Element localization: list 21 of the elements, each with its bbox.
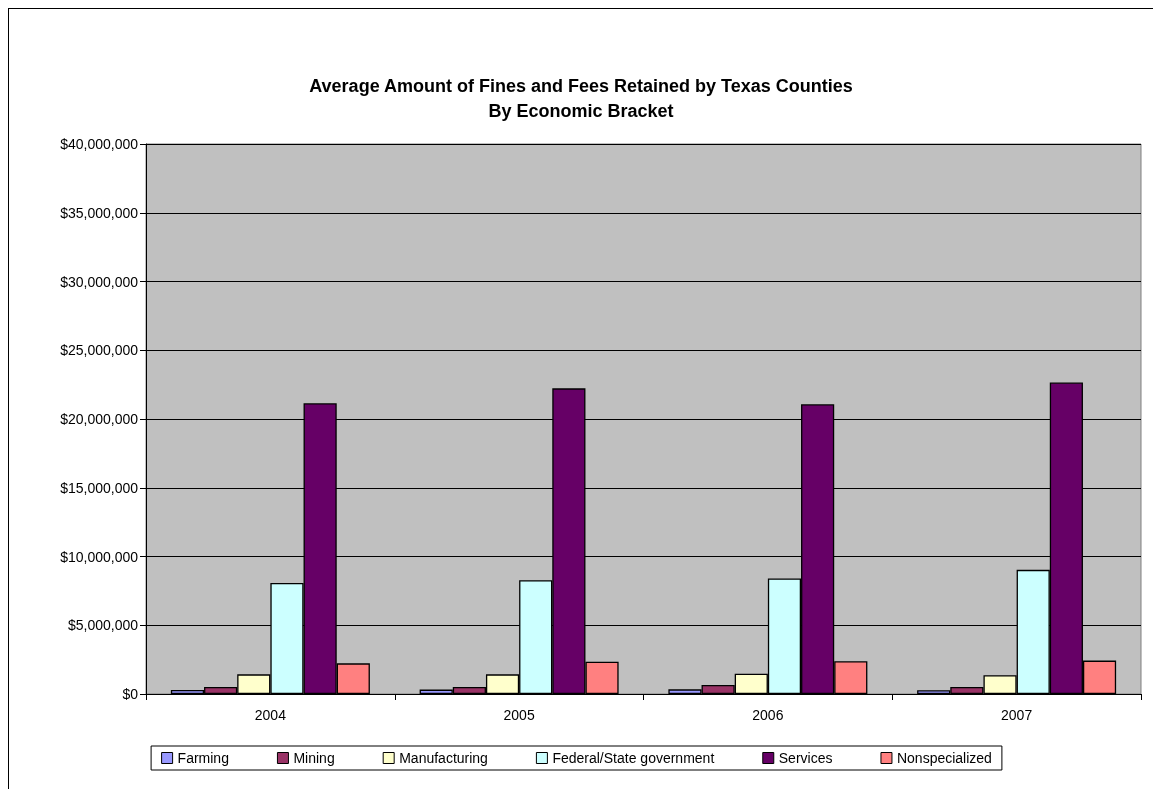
chart-subtitle: By Economic Bracket xyxy=(488,101,674,121)
y-tick-label: $25,000,000 xyxy=(60,342,139,359)
y-tick-label: $10,000,000 xyxy=(60,548,139,565)
y-tick-label: $30,000,000 xyxy=(60,273,139,290)
chart-title: Average Amount of Fines and Fees Retained by Texas Counties xyxy=(309,76,853,96)
legend-label: Federal/State government xyxy=(552,750,715,766)
legend-label: Mining xyxy=(293,750,335,766)
legend-label: Manufacturing xyxy=(399,750,488,766)
y-tick-label: $0 xyxy=(122,686,139,702)
legend-label: Services xyxy=(778,750,833,766)
x-tick-label: 2006 xyxy=(752,707,784,723)
y-tick-label: $15,000,000 xyxy=(60,479,139,496)
x-tick-label: 2004 xyxy=(254,707,287,723)
y-tick-label: $20,000,000 xyxy=(60,411,139,427)
legend-label: Farming xyxy=(177,750,229,766)
x-tick-label: 2005 xyxy=(503,707,535,723)
y-tick-label: $5,000,000 xyxy=(67,617,139,634)
y-tick-label: $40,000,000 xyxy=(60,136,139,152)
x-tick-label: 2007 xyxy=(1001,707,1033,723)
legend-label: Nonspecialized xyxy=(896,750,992,766)
y-tick-label: $35,000,000 xyxy=(60,204,139,221)
